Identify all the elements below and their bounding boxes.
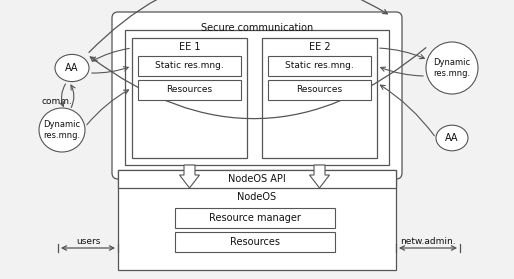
- Text: comm.: comm.: [42, 97, 72, 107]
- Ellipse shape: [436, 125, 468, 151]
- Text: Dynamic
res.mng.: Dynamic res.mng.: [44, 120, 81, 140]
- Ellipse shape: [426, 42, 478, 94]
- FancyBboxPatch shape: [112, 12, 402, 179]
- Polygon shape: [179, 165, 199, 188]
- Text: Static res.mng.: Static res.mng.: [155, 61, 224, 71]
- Bar: [118, 170, 396, 188]
- Bar: [138, 80, 241, 100]
- Text: Secure communication: Secure communication: [201, 23, 313, 33]
- Ellipse shape: [55, 54, 89, 81]
- Bar: [268, 80, 371, 100]
- Bar: [262, 38, 377, 158]
- Text: Resources: Resources: [167, 85, 213, 95]
- Text: Static res.mng.: Static res.mng.: [285, 61, 354, 71]
- Text: users: users: [76, 237, 100, 247]
- Text: AA: AA: [445, 133, 459, 143]
- Text: Resource manager: Resource manager: [209, 213, 301, 223]
- Ellipse shape: [39, 108, 85, 152]
- Bar: [125, 30, 389, 165]
- Bar: [175, 208, 335, 228]
- Text: EE 2: EE 2: [309, 42, 331, 52]
- Text: NodeOS: NodeOS: [237, 192, 277, 202]
- Bar: [175, 232, 335, 252]
- Polygon shape: [309, 165, 329, 188]
- Text: Dynamic
res.mng.: Dynamic res.mng.: [433, 58, 470, 78]
- Bar: [132, 38, 247, 158]
- Text: Resources: Resources: [230, 237, 280, 247]
- Text: AA: AA: [65, 63, 79, 73]
- Text: EE 1: EE 1: [179, 42, 200, 52]
- Text: NodeOS API: NodeOS API: [228, 174, 286, 184]
- Bar: [118, 170, 396, 270]
- Text: Resources: Resources: [297, 85, 342, 95]
- Text: netw.admin.: netw.admin.: [400, 237, 456, 247]
- Bar: [268, 56, 371, 76]
- Bar: [138, 56, 241, 76]
